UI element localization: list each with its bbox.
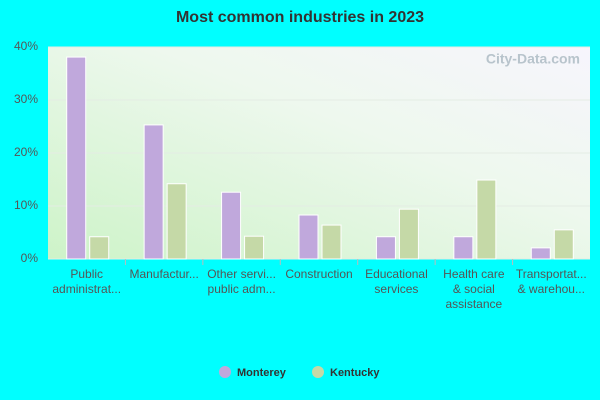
x-tick-label: Construction (285, 267, 352, 281)
bar (553, 229, 574, 260)
chart-title: Most common industries in 2023 (176, 9, 424, 26)
legend-label: Kentucky (330, 367, 380, 379)
x-tick-label: Transportat... & warehou... (516, 267, 587, 296)
x-tick-label: Public administrat... (52, 267, 121, 296)
x-tick-label: Other servi... public adm... (207, 267, 276, 296)
y-tick-label: 20% (14, 145, 38, 159)
y-tick-label: 10% (14, 198, 38, 212)
bar (476, 179, 497, 260)
bar (89, 236, 110, 260)
legend-label: Monterey (237, 367, 287, 379)
y-tick-label: 0% (21, 251, 39, 265)
bar (298, 214, 319, 260)
bar (398, 208, 419, 260)
legend-swatch (312, 366, 324, 378)
x-tick-label: Educational services (365, 267, 428, 296)
y-tick-label: 40% (14, 39, 38, 53)
bar (143, 124, 164, 260)
bar (453, 236, 474, 260)
bar (166, 183, 187, 260)
bar (375, 236, 396, 260)
bar (244, 235, 265, 260)
legend-swatch (219, 366, 231, 378)
watermark: City-Data.com (486, 51, 580, 67)
bar (221, 191, 242, 260)
y-tick-label: 30% (14, 92, 38, 106)
x-tick-label: Health care & social assistance (443, 267, 505, 311)
bar (530, 247, 551, 260)
x-tick-label: Manufactur... (129, 267, 198, 281)
bar (66, 56, 87, 260)
bar (321, 224, 342, 260)
